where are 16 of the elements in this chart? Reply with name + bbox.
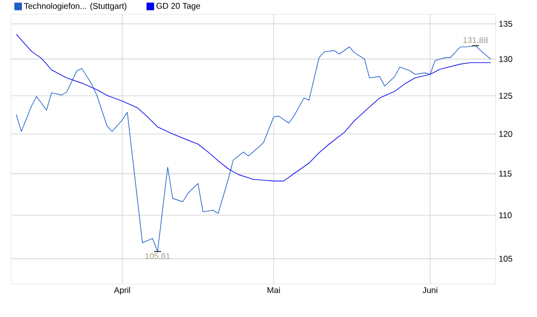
x-tick-label: April [114,286,130,294]
y-tick-label: 115 [499,170,512,176]
annotation: 105,81 [145,252,170,260]
legend-label: Technologiefon... (Stuttgart) [24,2,126,10]
y-tick-label: 105 [499,256,512,262]
x-tick-label: Juni [422,286,438,293]
line-series [16,45,492,252]
x-tick-label: Mai [268,286,280,293]
y-tick-label: 110 [499,212,512,218]
y-tick-label: 130 [499,56,512,62]
line-series [16,34,492,182]
y-tick-label: 120 [499,130,512,137]
y-tick-label: 135 [499,20,512,27]
legend-label: GD 20 Tage [156,2,200,10]
y-tick-label: 125 [499,92,512,98]
annotation: 131,88 [463,36,488,44]
